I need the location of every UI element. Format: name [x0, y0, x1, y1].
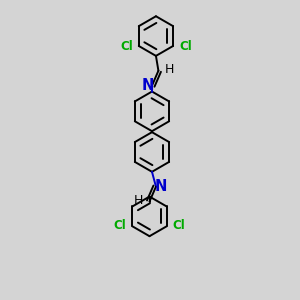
- Text: N: N: [141, 78, 154, 93]
- Text: Cl: Cl: [172, 219, 185, 232]
- Text: Cl: Cl: [114, 219, 126, 232]
- Text: Cl: Cl: [120, 40, 133, 53]
- Text: N: N: [155, 179, 167, 194]
- Text: Cl: Cl: [179, 40, 192, 53]
- Text: H: H: [134, 194, 143, 207]
- Text: H: H: [165, 63, 174, 76]
